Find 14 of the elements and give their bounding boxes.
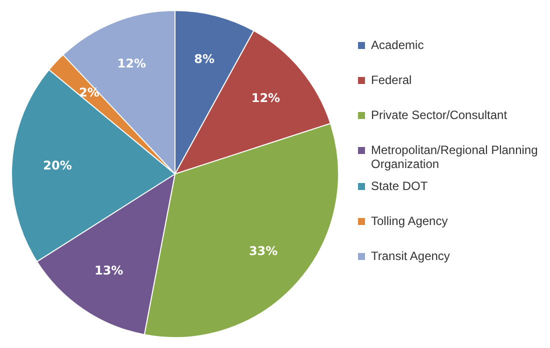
data-label: 2% bbox=[79, 86, 100, 100]
data-label: 20% bbox=[43, 158, 72, 173]
legend-label: Transit Agency bbox=[371, 249, 450, 263]
legend-label: Metropolitan/Regional Planning Organization bbox=[371, 143, 538, 171]
legend-label: Academic bbox=[371, 38, 424, 52]
data-label: 12% bbox=[117, 56, 146, 71]
legend-label: Federal bbox=[371, 73, 412, 87]
legend-label: Private Sector/Consultant bbox=[371, 108, 508, 122]
legend-label: Tolling Agency bbox=[371, 214, 448, 228]
legend-label: State DOT bbox=[371, 179, 428, 193]
data-label: 13% bbox=[94, 263, 124, 278]
data-label: 33% bbox=[248, 244, 278, 258]
data-label: 8% bbox=[194, 52, 214, 66]
data-label: 12% bbox=[251, 91, 280, 106]
